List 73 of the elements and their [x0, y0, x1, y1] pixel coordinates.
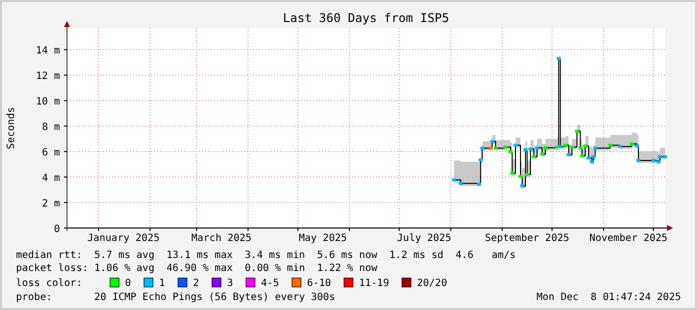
y-tick-label: 0 [54, 224, 60, 235]
x-tick-label: January 2025 [87, 233, 160, 244]
text: median rtt: 5.7 ms avg 13.1 ms max 3.4 ms min 5.6 ms now 1.2 ms sd 4.6 am/s [16, 250, 516, 261]
y-tick-label: 2 m [42, 198, 60, 210]
y-axis-title: Seconds [6, 106, 17, 150]
legend-label: 3 [227, 278, 234, 289]
point [656, 160, 660, 164]
point [658, 155, 662, 158]
legend-label: 1 [159, 278, 166, 289]
point [634, 144, 639, 148]
point [592, 155, 596, 158]
point [543, 146, 548, 150]
y-tick-label: 10 m [36, 96, 60, 108]
point [556, 57, 561, 60]
point [458, 182, 463, 185]
point [490, 140, 494, 143]
point [525, 172, 530, 176]
point [520, 184, 524, 188]
point [508, 150, 513, 154]
point [563, 144, 568, 147]
point [504, 146, 508, 149]
legend-label: 0 [125, 278, 132, 289]
y-tick-label: 8 m [42, 122, 60, 134]
point [476, 182, 481, 186]
point [488, 146, 493, 150]
x-tick-label: March 2025 [191, 233, 252, 244]
point [630, 142, 634, 146]
point [593, 146, 598, 150]
y-tick-label: 12 m [36, 71, 60, 82]
y-tick-label: 6 m [42, 148, 60, 159]
point [578, 146, 582, 150]
point [574, 130, 579, 133]
point [518, 174, 522, 178]
point [510, 172, 514, 175]
legend-label: 6-10 [307, 278, 332, 289]
text: Mon Dec 8 01:47:24 2025 [536, 292, 681, 303]
point [480, 146, 484, 150]
point [555, 146, 560, 149]
point [590, 160, 594, 164]
point [532, 155, 536, 158]
point [580, 154, 584, 158]
point [535, 146, 540, 150]
x-tick-label: November 2025 [589, 233, 668, 244]
point [663, 155, 667, 158]
legend-label: 20/20 [417, 278, 448, 289]
legend-label: 4-5 [261, 278, 280, 289]
y-tick-label: 4 m [42, 173, 60, 184]
point [583, 144, 588, 148]
point [478, 158, 483, 162]
legend-title: loss color: [16, 278, 82, 289]
point [514, 144, 518, 147]
point [523, 148, 528, 152]
x-tick-label: May 2025 [298, 233, 347, 244]
point [566, 153, 571, 156]
point [452, 178, 456, 182]
point [608, 144, 612, 147]
point [528, 148, 532, 151]
x-tick-label: July 2025 [397, 233, 452, 244]
text: probe: 20 ICMP Echo Pings (56 Bytes) every 300s [16, 292, 336, 303]
chart-title: Last 360 Days from ISP5 [282, 11, 450, 25]
legend-label: 2 [193, 278, 200, 289]
text: packet loss: 1.06 % avg 46.90 % max 0.00 % min 1.22 % now [16, 263, 378, 274]
point [651, 158, 656, 162]
point [558, 144, 562, 148]
legend-label: 11-19 [359, 278, 390, 289]
point [586, 156, 591, 160]
point [494, 146, 498, 150]
point [570, 146, 574, 149]
point [636, 158, 640, 162]
point [540, 152, 544, 156]
point [618, 144, 622, 148]
y-tick-label: 14 m [36, 46, 60, 57]
x-tick-label: September 2025 [484, 233, 570, 244]
